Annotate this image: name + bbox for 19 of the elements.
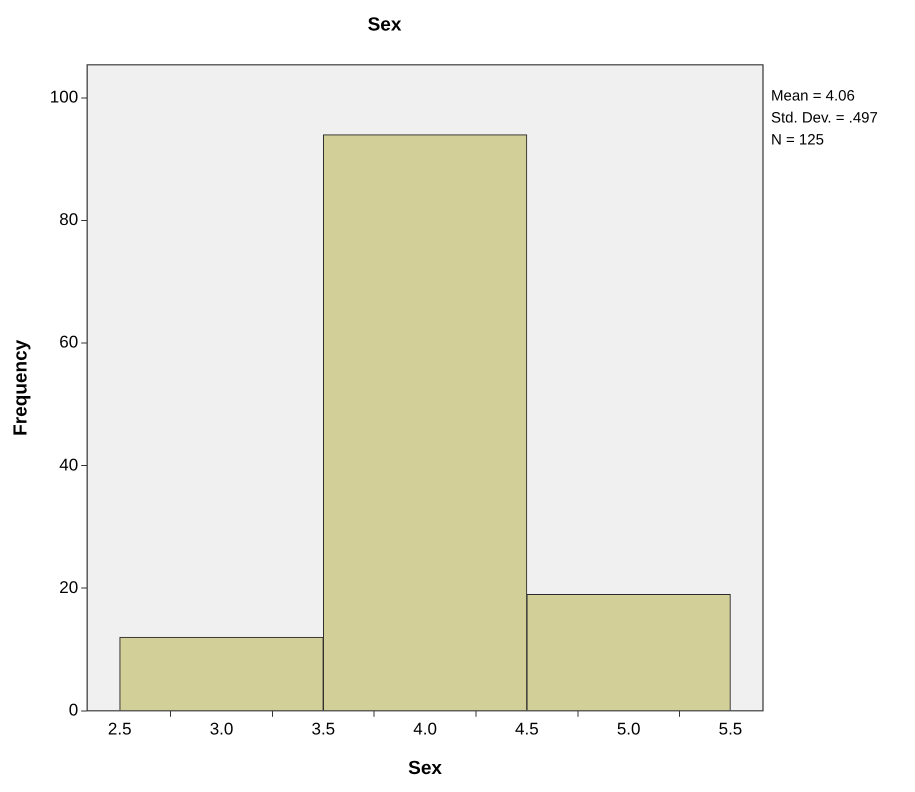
chart-title: Sex [368, 14, 402, 36]
x-tick-label: 3.0 [210, 720, 234, 739]
x-tick-label: 4.5 [515, 720, 539, 739]
x-axis-title: Sex [408, 758, 442, 779]
y-axis-title: Frequency [10, 339, 32, 436]
y-tick-label: 60 [59, 332, 78, 352]
y-tick-label: 20 [59, 578, 78, 597]
x-tick-label: 5.5 [718, 720, 742, 739]
y-tick-label: 40 [59, 455, 78, 474]
text: Mean = 4.06 [771, 87, 855, 104]
y-tick-label: 80 [59, 210, 78, 230]
text: N = 125 [771, 131, 824, 148]
x-tick-label: 2.5 [108, 720, 132, 739]
x-tick-label: 3.5 [311, 720, 336, 739]
y-tick-label: 0 [68, 700, 78, 720]
text: Std. Dev. = .497 [771, 109, 878, 126]
x-tick-label: 5.0 [616, 720, 640, 739]
y-tick-label: 100 [50, 88, 78, 107]
x-tick-label: 4.0 [413, 720, 437, 739]
